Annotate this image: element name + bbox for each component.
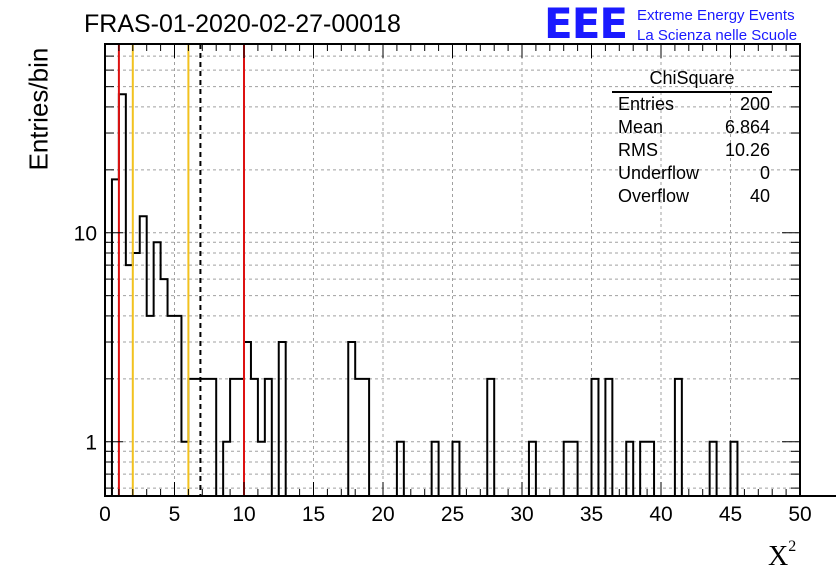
histogram-bin (181, 442, 188, 496)
histogram-bin (223, 442, 230, 496)
stats-row-mean: Mean 6.864 (612, 116, 772, 139)
reference-lines (117, 44, 245, 496)
x-axis-label: X2 (768, 538, 796, 573)
tick-labels: 0 5 10 15 20 25 30 35 40 45 50 1 10 (74, 223, 812, 526)
x-tick-label: 30 (510, 503, 533, 526)
x-tick-label: 25 (441, 503, 464, 526)
x-tick-label: 45 (719, 503, 742, 526)
histogram-bin (675, 379, 682, 496)
histogram-bin (592, 379, 599, 496)
histogram-bin (647, 442, 654, 496)
histogram-bin (140, 216, 147, 496)
y-tick-label: 1 (85, 432, 97, 455)
stats-row-rms: RMS 10.26 (612, 139, 772, 162)
histogram-bin (640, 442, 647, 496)
histogram-bin (355, 379, 362, 496)
stats-value: 200 (739, 94, 770, 114)
histogram-bin (710, 442, 717, 496)
histogram-bin (397, 442, 404, 496)
histogram-bin (731, 442, 738, 496)
stats-label: Overflow (618, 186, 690, 206)
stats-row-entries: Entries 200 (612, 93, 772, 116)
eee-logo: EEE (544, 0, 628, 48)
histogram-bin (126, 265, 133, 496)
histogram-bin (487, 379, 494, 496)
stats-label: Underflow (618, 163, 700, 183)
histogram-bin (230, 379, 237, 496)
histogram-bin (209, 379, 216, 496)
y-tick-label: 10 (74, 223, 97, 246)
histogram-bin (265, 379, 272, 496)
stats-row-underflow: Underflow 0 (612, 162, 772, 185)
histogram-bin (175, 316, 182, 496)
x-tick-label: 5 (169, 503, 181, 526)
histogram-bin (626, 442, 633, 496)
histogram-bin (453, 442, 460, 496)
histogram-bin (564, 442, 571, 496)
histogram-bin (258, 442, 265, 496)
histogram-bin (112, 179, 119, 496)
logo-line-1: Extreme Energy Events (637, 7, 795, 24)
histogram-bin (202, 379, 209, 496)
stats-row-overflow: Overflow 40 (612, 185, 772, 208)
histogram-bin (251, 379, 258, 496)
histogram-bin (133, 253, 140, 496)
x-tick-label: 40 (649, 503, 672, 526)
histogram-bin (571, 442, 578, 496)
logo-caption: Extreme Energy Events La Scienza nelle S… (637, 6, 797, 46)
stats-title: ChiSquare (612, 66, 772, 93)
histogram-bin (432, 442, 439, 496)
stats-value: 6.864 (724, 117, 770, 137)
histogram-bin (529, 442, 536, 496)
stats-label: RMS (618, 140, 658, 160)
y-axis-label: Entries/bin (23, 47, 54, 171)
x-axis-label-sup: 2 (788, 538, 797, 555)
x-tick-label: 0 (99, 503, 111, 526)
histogram-bin (154, 242, 161, 496)
stats-value: 10.26 (724, 140, 770, 160)
x-tick-label: 10 (232, 503, 255, 526)
histogram-bin (244, 342, 251, 496)
stats-value: 40 (749, 186, 770, 206)
x-axis-label-base: X (768, 541, 789, 572)
histogram-bin (168, 316, 175, 496)
grid-lines (105, 44, 800, 496)
histogram-bin (119, 94, 126, 496)
stats-box: ChiSquare Entries 200 Mean 6.864 RMS 10.26 … (612, 66, 772, 208)
histogram-bin (348, 342, 355, 496)
x-tick-label: 50 (788, 503, 811, 526)
x-tick-label: 15 (302, 503, 325, 526)
histogram-bin (237, 379, 244, 496)
chart-title: FRAS-01-2020-02-27-00018 (84, 10, 401, 38)
stats-label: Mean (618, 117, 664, 137)
histogram-bin (362, 379, 369, 496)
x-tick-label: 20 (371, 503, 394, 526)
stats-value: 0 (759, 163, 770, 183)
axis-ticks (104, 44, 801, 496)
logo-line-2: La Scienza nelle Scuole (637, 27, 798, 44)
histogram-bin (188, 379, 195, 496)
histogram-bin (147, 316, 154, 496)
stats-label: Entries (618, 94, 675, 114)
histogram-bin (605, 379, 612, 496)
x-tick-label: 35 (580, 503, 603, 526)
histogram-bin (161, 279, 168, 496)
histogram-bin (279, 342, 286, 496)
